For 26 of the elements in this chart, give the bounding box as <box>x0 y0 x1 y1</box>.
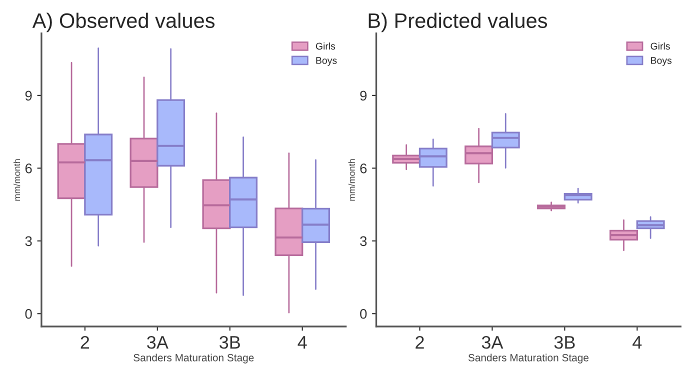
x-tick-label: 2 <box>416 336 424 349</box>
legend-label: Boys <box>651 57 672 66</box>
y-tick-label: 6 <box>25 164 32 174</box>
chart-title: A) Observed values <box>32 12 215 32</box>
x-tick-label: 3A <box>147 336 168 349</box>
y-tick-label: 6 <box>360 164 367 174</box>
y-tick-label: 3 <box>25 236 32 246</box>
chart-title: B) Predicted values <box>368 12 548 32</box>
x-tick-label: 3A <box>482 336 504 349</box>
y-axis-title: mm/month <box>348 159 355 201</box>
legend-label: Girls <box>316 42 336 50</box>
y-tick-label: 9 <box>25 90 32 101</box>
x-axis-title: Sanders Maturation Stage <box>468 354 589 364</box>
y-tick-label: 3 <box>360 236 367 246</box>
x-axis-title: Sanders Maturation Stage <box>134 354 254 364</box>
x-tick-label: 2 <box>80 336 90 349</box>
x-tick-label: 4 <box>298 336 307 349</box>
x-tick-label: 4 <box>632 336 642 349</box>
x-tick-label: 3B <box>220 336 240 349</box>
legend-label: Boys <box>316 57 337 66</box>
y-tick-label: 0 <box>25 308 32 319</box>
y-axis-title: mm/month <box>14 159 20 201</box>
y-tick-label: 9 <box>360 90 367 101</box>
y-tick-label: 0 <box>360 308 367 319</box>
legend-label: Girls <box>650 42 670 50</box>
x-tick-label: 3B <box>554 336 575 349</box>
